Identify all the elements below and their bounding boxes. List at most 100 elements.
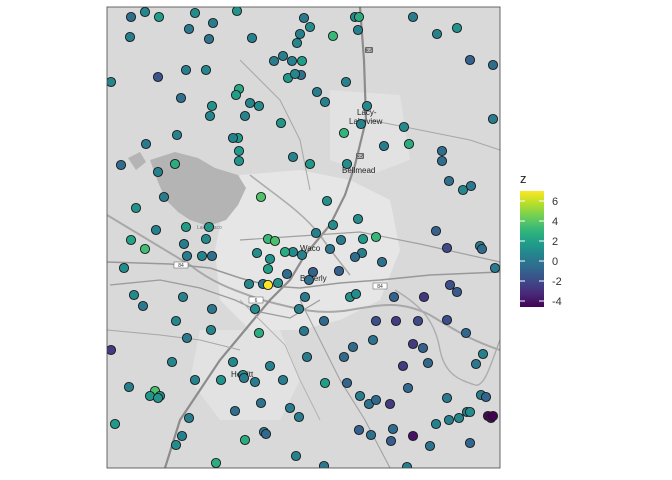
data-point <box>275 117 287 129</box>
data-point <box>430 225 442 237</box>
data-point <box>239 434 251 446</box>
data-point <box>436 145 448 157</box>
data-point <box>352 213 364 225</box>
data-point <box>365 429 377 441</box>
data-point <box>464 54 476 66</box>
legend-tick-label: -2 <box>552 276 562 288</box>
data-point <box>152 392 164 404</box>
data-point <box>206 303 218 315</box>
data-point <box>464 437 476 449</box>
data-point <box>210 457 222 468</box>
data-point <box>303 274 315 286</box>
shield-84-west: 84 <box>173 261 189 269</box>
data-point <box>253 327 265 339</box>
data-point <box>128 289 140 301</box>
shield-i35-bellmead: 35 <box>356 153 364 160</box>
data-point <box>125 234 137 246</box>
data-point <box>269 235 281 247</box>
data-point <box>137 300 149 312</box>
data-point <box>200 233 212 245</box>
data-point <box>367 334 379 346</box>
data-point <box>205 324 217 336</box>
data-point <box>171 129 183 141</box>
data-point <box>422 357 434 369</box>
data-point <box>385 435 397 447</box>
data-point <box>311 86 323 98</box>
data-point <box>272 277 284 289</box>
data-point <box>152 166 164 178</box>
data-point <box>407 338 419 350</box>
data-point <box>390 315 402 327</box>
data-point <box>125 11 137 23</box>
data-point <box>176 430 188 442</box>
data-point <box>277 50 289 62</box>
data-point <box>299 291 311 303</box>
data-point <box>417 342 429 354</box>
data-point <box>347 341 359 353</box>
data-point <box>255 397 267 409</box>
data-point <box>183 412 195 424</box>
data-point <box>476 243 488 255</box>
data-point <box>464 406 476 418</box>
river-creek <box>394 289 500 386</box>
data-point <box>431 28 443 40</box>
data-point <box>327 219 339 231</box>
data-point <box>298 325 310 337</box>
data-point <box>436 155 448 167</box>
highway-6 <box>109 279 321 319</box>
data-point <box>189 374 201 386</box>
place-label-lacy: Lacy- <box>357 108 377 117</box>
data-point <box>378 140 390 152</box>
data-point <box>324 243 336 255</box>
data-point <box>152 71 164 83</box>
data-point <box>341 377 353 389</box>
place-label-lakeview: Lakeview <box>349 117 383 126</box>
data-point <box>253 100 265 112</box>
data-point <box>289 68 301 80</box>
data-point <box>196 250 208 262</box>
data-point <box>441 242 453 254</box>
legend-ticks: 6 4 2 0 -2 -4 <box>520 196 562 308</box>
data-point <box>441 392 453 404</box>
data-point <box>251 247 263 259</box>
data-point <box>401 461 413 468</box>
data-point <box>338 351 350 363</box>
data-point <box>487 113 499 125</box>
data-point <box>398 121 410 133</box>
data-point <box>307 266 319 278</box>
data-point <box>249 303 261 315</box>
data-point <box>453 412 465 424</box>
data-point <box>203 221 215 233</box>
legend-tick-label: 6 <box>552 196 558 208</box>
data-point <box>354 390 366 402</box>
data-point <box>227 132 239 144</box>
data-point <box>477 348 489 360</box>
data-point <box>370 315 382 327</box>
shield-i35-north: 35 <box>365 47 373 54</box>
data-point <box>403 138 415 150</box>
data-point <box>107 76 117 88</box>
data-point <box>153 11 165 23</box>
data-point <box>443 175 455 187</box>
data-point <box>175 92 187 104</box>
data-point <box>264 360 276 372</box>
data-point <box>310 227 322 239</box>
data-point <box>296 55 308 67</box>
data-point <box>140 138 152 150</box>
data-point <box>243 278 255 290</box>
data-point <box>107 344 117 356</box>
urban-area-north <box>330 90 410 175</box>
road-southwest <box>107 329 241 351</box>
data-point <box>370 394 382 406</box>
data-point <box>319 96 331 108</box>
data-point <box>407 11 419 23</box>
data-point <box>318 315 330 327</box>
data-point <box>341 158 353 170</box>
data-point <box>460 327 472 339</box>
svg-text:35: 35 <box>357 154 363 160</box>
data-point <box>206 250 218 262</box>
data-point <box>286 55 298 67</box>
data-point <box>277 374 289 386</box>
data-point <box>353 11 365 23</box>
place-label-bellmead: Bellmead <box>342 166 375 175</box>
